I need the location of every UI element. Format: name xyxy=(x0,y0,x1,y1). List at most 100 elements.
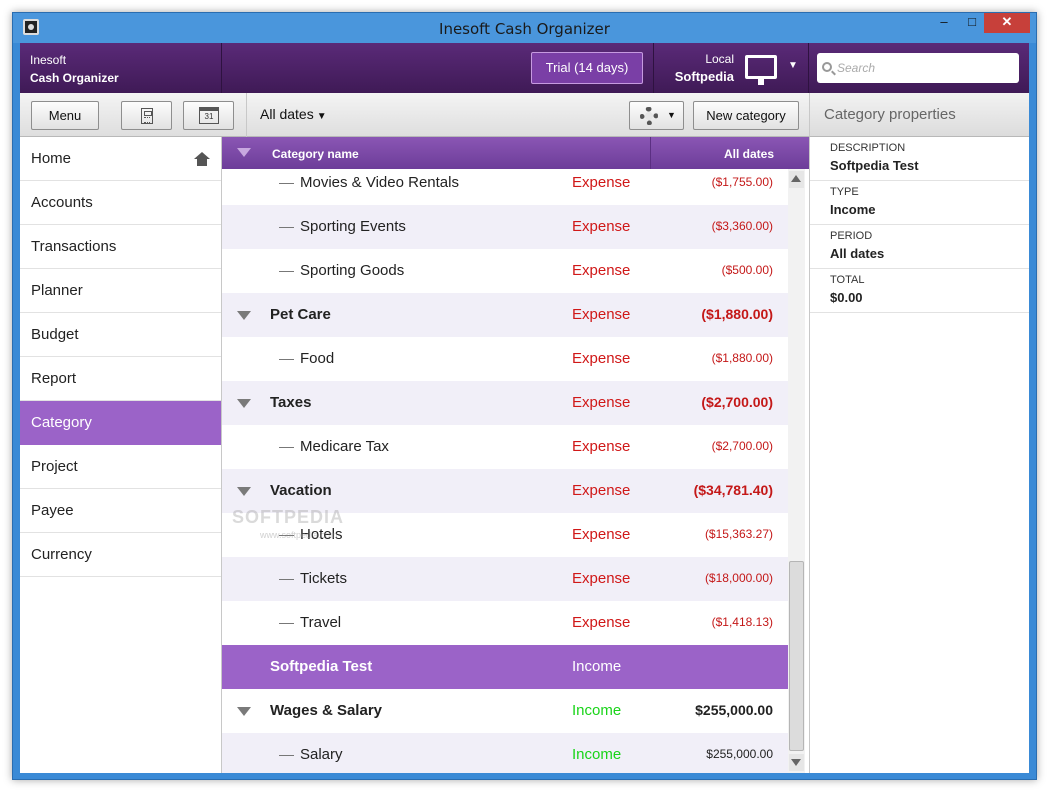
sidebar-item-label: Home xyxy=(31,150,72,167)
scroll-up-arrow-icon[interactable] xyxy=(789,171,804,188)
collapse-toggle-icon[interactable] xyxy=(237,487,251,496)
sidebar-item-label: Report xyxy=(31,370,77,387)
table-row[interactable]: Wages & Salary Income $255,000.00 xyxy=(222,689,788,733)
sidebar-item-label: Project xyxy=(31,458,78,475)
sidebar-item-planner[interactable]: Planner xyxy=(20,269,221,313)
category-name: Medicare Tax xyxy=(300,438,389,455)
calendar-button[interactable]: 31 xyxy=(183,101,234,130)
vertical-scrollbar[interactable] xyxy=(788,169,805,773)
tree-line xyxy=(279,579,294,580)
table-row[interactable]: Pet Care Expense ($1,880.00) xyxy=(222,293,788,337)
table-row[interactable]: Food Expense ($1,880.00) xyxy=(222,337,788,381)
column-header-name[interactable]: Category name xyxy=(272,147,359,161)
property-value: Income xyxy=(830,202,876,217)
category-type: Expense xyxy=(572,570,631,587)
local-value: Softpedia xyxy=(674,69,734,84)
table-row[interactable]: Taxes Expense ($2,700.00) xyxy=(222,381,788,425)
scrollbar-thumb[interactable] xyxy=(789,561,804,751)
category-type: Expense xyxy=(572,218,631,235)
new-category-button[interactable]: New category xyxy=(693,101,799,130)
category-amount: ($15,363.27) xyxy=(704,527,773,541)
gear-icon xyxy=(640,107,658,125)
category-amount: ($1,418.13) xyxy=(711,615,773,629)
app-window: Inesoft Cash Organizer – □ ✕ Inesoft Cas… xyxy=(12,12,1037,780)
property-key: PERIOD xyxy=(830,230,873,242)
table-row[interactable]: Salary Income $255,000.00 xyxy=(222,733,788,773)
sidebar-item-category[interactable]: Category xyxy=(20,401,221,445)
category-amount: ($500.00) xyxy=(721,263,773,277)
title-bar[interactable]: Inesoft Cash Organizer – □ ✕ xyxy=(13,13,1036,43)
table-row[interactable]: Medicare Tax Expense ($2,700.00) xyxy=(222,425,788,469)
sidebar-item-report[interactable]: Report xyxy=(20,357,221,401)
app-icon[interactable] xyxy=(23,19,39,35)
properties-panel: DESCRIPTION Softpedia Test TYPE Income P… xyxy=(809,137,1029,773)
sidebar-item-label: Transactions xyxy=(31,238,117,255)
maximize-button[interactable]: □ xyxy=(968,14,976,29)
close-button[interactable]: ✕ xyxy=(984,13,1030,33)
table-row-selected[interactable]: Softpedia Test Income xyxy=(222,645,788,689)
category-name: Food xyxy=(300,350,335,367)
search-placeholder: Search xyxy=(837,61,876,75)
collapse-toggle-icon[interactable] xyxy=(237,707,251,716)
table-row[interactable]: Sporting Events Expense ($3,360.00) xyxy=(222,205,788,249)
grid-header: Category name All dates xyxy=(222,137,809,169)
column-header-amount[interactable]: All dates xyxy=(723,147,774,161)
tree-line xyxy=(279,535,294,536)
scroll-down-arrow-icon[interactable] xyxy=(789,754,804,771)
table-row[interactable]: Tickets Expense ($18,000.00) xyxy=(222,557,788,601)
table-row[interactable]: Sporting Goods Expense ($500.00) xyxy=(222,249,788,293)
brand: Inesoft Cash Organizer xyxy=(20,43,222,93)
sidebar-item-label: Payee xyxy=(31,502,74,519)
sidebar-item-home[interactable]: Home xyxy=(20,137,221,181)
date-filter-dropdown[interactable]: All dates ▼ xyxy=(260,106,327,122)
home-icon xyxy=(194,152,210,166)
column-divider xyxy=(650,137,651,169)
sidebar-item-label: Category xyxy=(31,414,92,431)
category-type: Expense xyxy=(572,482,631,499)
property-type: TYPE Income xyxy=(810,181,1029,225)
tree-line xyxy=(279,183,294,184)
table-row[interactable]: Vacation Expense ($34,781.40) xyxy=(222,469,788,513)
trial-button[interactable]: Trial (14 days) xyxy=(531,52,643,84)
calendar-icon: 31 xyxy=(199,107,219,124)
minimize-button[interactable]: – xyxy=(940,14,948,29)
property-description: DESCRIPTION Softpedia Test xyxy=(810,137,1029,181)
sidebar-item-budget[interactable]: Budget xyxy=(20,313,221,357)
category-type: Income xyxy=(572,658,622,675)
category-name: Tickets xyxy=(300,570,347,587)
category-type: Expense xyxy=(572,394,631,411)
settings-button[interactable]: ▼ xyxy=(629,101,684,130)
menu-button[interactable]: Menu xyxy=(31,101,99,130)
collapse-toggle-icon[interactable] xyxy=(237,311,251,320)
toolbar-divider xyxy=(246,93,247,137)
sidebar-item-accounts[interactable]: Accounts xyxy=(20,181,221,225)
category-name: Taxes xyxy=(270,394,312,411)
monitor-icon[interactable] xyxy=(745,55,777,85)
category-type: Expense xyxy=(572,262,631,279)
search-input[interactable]: Search xyxy=(817,53,1019,83)
category-type: Expense xyxy=(572,306,631,323)
window-title: Inesoft Cash Organizer xyxy=(439,20,610,38)
category-name: Vacation xyxy=(270,482,332,499)
sidebar-item-project[interactable]: Project xyxy=(20,445,221,489)
header-divider xyxy=(808,43,809,93)
table-row[interactable]: Hotels Expense ($15,363.27) xyxy=(222,513,788,557)
chevron-down-icon[interactable]: ▼ xyxy=(788,60,798,71)
sidebar-item-payee[interactable]: Payee xyxy=(20,489,221,533)
local-label: Local xyxy=(705,52,734,66)
tree-line xyxy=(279,755,294,756)
collapse-toggle-icon[interactable] xyxy=(237,399,251,408)
category-name: Hotels xyxy=(300,526,343,543)
calculator-button[interactable] xyxy=(121,101,172,130)
chevron-down-icon: ▼ xyxy=(316,111,327,122)
category-amount: ($1,755.00) xyxy=(711,175,773,189)
property-key: DESCRIPTION xyxy=(830,142,906,154)
sidebar-item-label: Currency xyxy=(31,546,92,563)
property-value: All dates xyxy=(830,246,885,261)
location-selector[interactable]: Local Softpedia xyxy=(660,51,734,85)
collapse-all-icon[interactable] xyxy=(237,148,251,157)
sidebar-item-currency[interactable]: Currency xyxy=(20,533,221,577)
property-value: Softpedia Test xyxy=(830,158,919,173)
table-row[interactable]: Travel Expense ($1,418.13) xyxy=(222,601,788,645)
sidebar-item-transactions[interactable]: Transactions xyxy=(20,225,221,269)
